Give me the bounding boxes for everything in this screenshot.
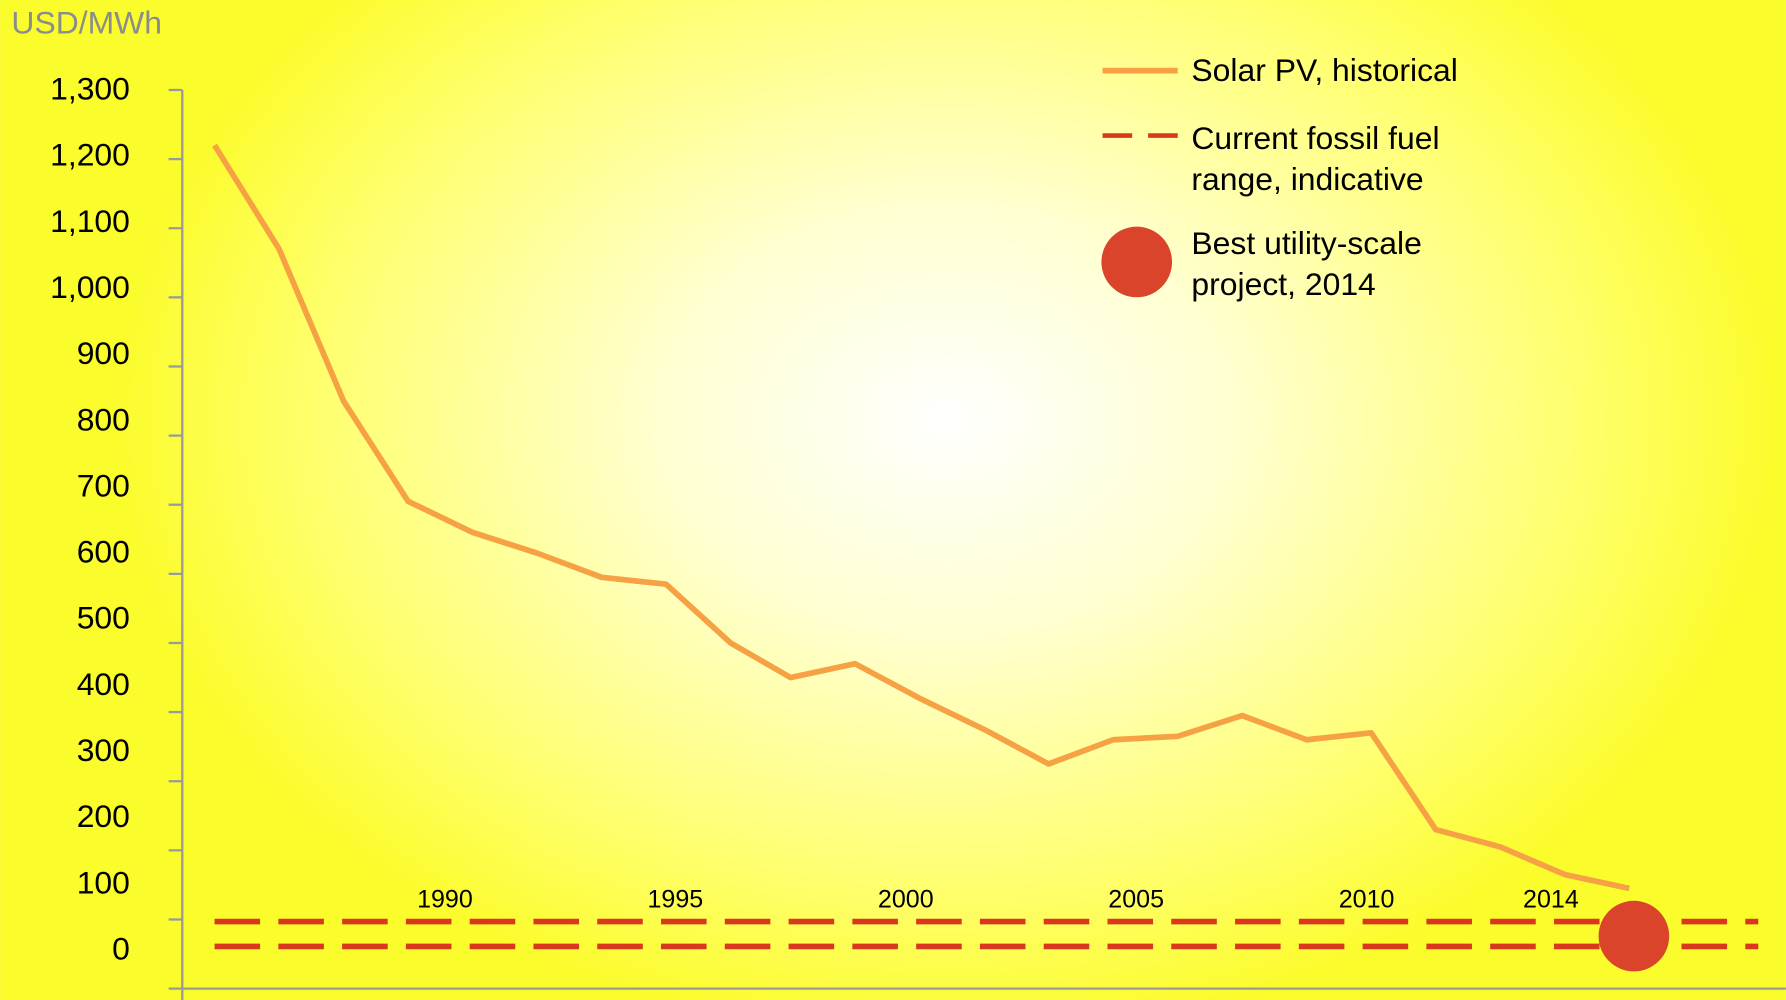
x-tick-label: 1995 — [648, 886, 704, 914]
y-tick-label: 100 — [77, 864, 130, 900]
y-tick-label: 700 — [77, 467, 130, 503]
legend-label: Best utility-scale project, 2014 — [1191, 225, 1422, 302]
y-tick-label: 200 — [77, 798, 130, 834]
y-tick-label: 1,300 — [50, 71, 130, 107]
x-tick-label: 2014 — [1523, 886, 1579, 914]
legend: Solar PV, historical Current fossil fuel … — [1101, 52, 1458, 302]
solar-line — [212, 143, 1630, 892]
legend-label: Current fossil fuel range, indicative — [1191, 120, 1440, 198]
legend-item: Current fossil fuel range, indicative — [1191, 120, 1440, 198]
y-axis-label: USD/MWh — [11, 4, 162, 40]
x-tick-label: 1990 — [417, 886, 473, 914]
y-tick-label: 500 — [77, 600, 130, 636]
y-tick-label: 600 — [77, 534, 130, 570]
y-tick-label: 1,200 — [50, 137, 130, 173]
y-tick-label: 400 — [77, 666, 130, 702]
x-tick-label: 2010 — [1339, 886, 1395, 914]
y-tick-label: 1,000 — [50, 269, 130, 305]
legend-item: Best utility-scale project, 2014 — [1191, 225, 1422, 302]
y-tick-label: 800 — [77, 401, 130, 437]
legend-swatch — [1101, 226, 1173, 298]
y-tick-label: 300 — [77, 732, 130, 768]
legend-item: Solar PV, historical — [1191, 52, 1458, 88]
y-tick-label: 1,100 — [50, 203, 130, 239]
legend-label: Solar PV, historical — [1191, 52, 1458, 88]
best-project-marker — [1598, 900, 1670, 972]
x-tick-label: 2000 — [878, 886, 934, 914]
y-tick-label: 0 — [112, 930, 130, 966]
y-tick-label: 900 — [77, 335, 130, 371]
x-tick-label: 2005 — [1108, 886, 1164, 914]
